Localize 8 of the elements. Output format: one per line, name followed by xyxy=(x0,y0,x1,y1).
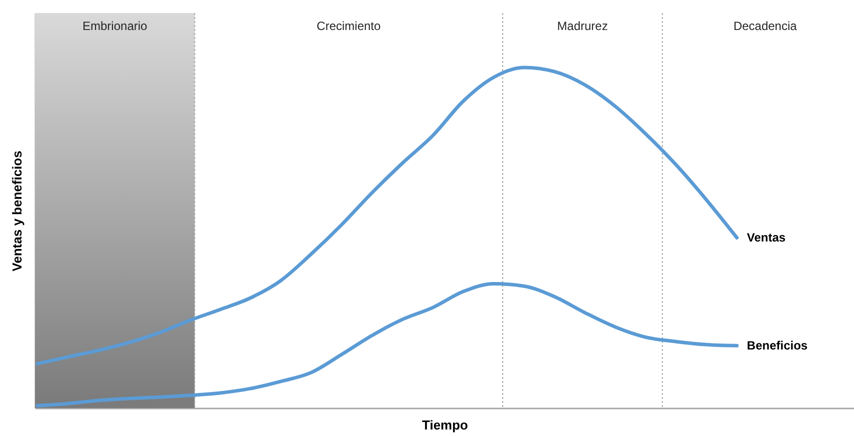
text: Crecimiento xyxy=(316,19,382,33)
series-label: Ventas xyxy=(746,230,786,245)
series-label: Beneficios xyxy=(746,338,808,353)
x-axis-title: Tiempo xyxy=(422,418,468,432)
text: Decadencia xyxy=(733,19,798,33)
y-axis-title: Ventas y beneficios xyxy=(10,150,24,272)
text: Embrionario xyxy=(82,19,148,33)
text: Madrurez xyxy=(557,19,608,33)
